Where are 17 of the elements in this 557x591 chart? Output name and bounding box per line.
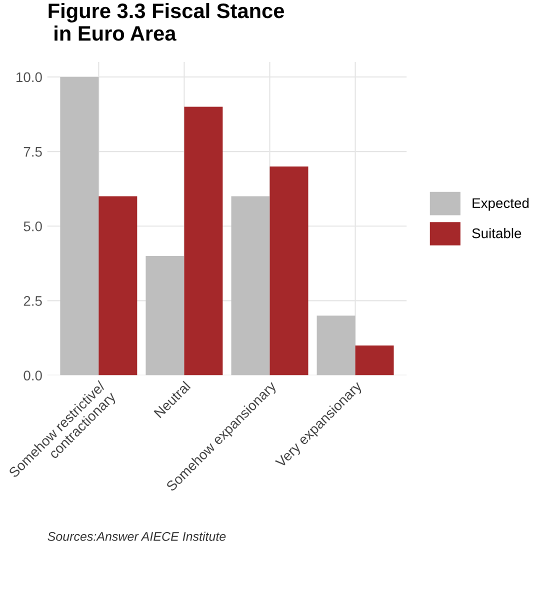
bar bbox=[184, 106, 223, 376]
bar bbox=[270, 166, 308, 376]
y-tick-label: 2.5 bbox=[24, 296, 42, 306]
bar bbox=[98, 196, 138, 376]
bar bbox=[231, 196, 270, 376]
source-note: Sources:Answer AIECE Institute bbox=[48, 532, 226, 541]
bar bbox=[355, 345, 394, 376]
bar bbox=[146, 256, 184, 376]
y-tick-label: 0.0 bbox=[24, 370, 42, 380]
y-tick-label: 10.0 bbox=[16, 72, 42, 82]
bar bbox=[316, 316, 356, 376]
chart-title: Figure 3.3 Fiscal Stance in Euro Area bbox=[48, 2, 284, 41]
y-tick-label: 5.0 bbox=[24, 221, 42, 232]
bar bbox=[60, 76, 99, 376]
y-tick-label: 7.5 bbox=[24, 147, 42, 157]
legend-label: Expected bbox=[472, 198, 529, 211]
legend-label: Suitable bbox=[472, 228, 522, 238]
